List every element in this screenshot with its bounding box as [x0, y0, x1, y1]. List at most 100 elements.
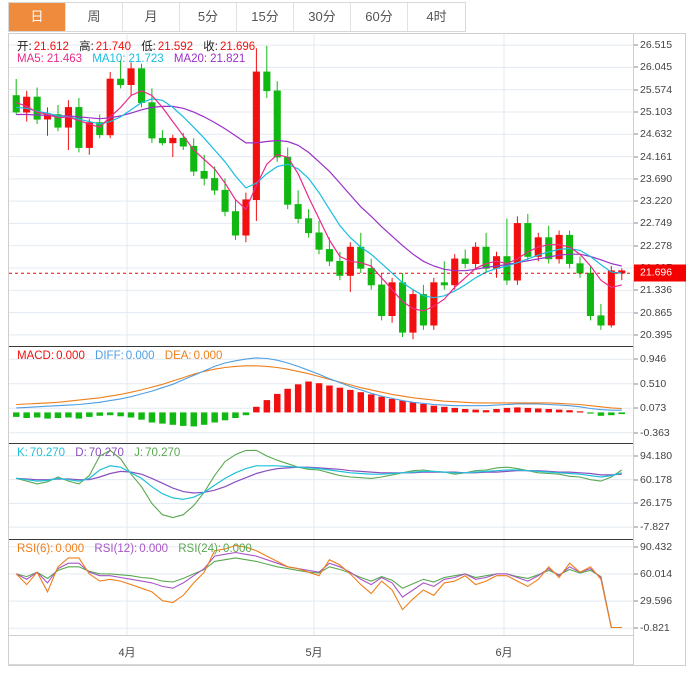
- close-value: 21.696: [219, 41, 256, 53]
- rsi-panel[interactable]: [9, 540, 633, 635]
- rsi24-label: RSI(24):: [178, 543, 222, 555]
- kdj-tick-label: 26.175: [640, 497, 673, 510]
- ma20-label: MA20:: [173, 53, 208, 65]
- price-tick-mark: [634, 245, 638, 247]
- rsi12-label: RSI(12):: [94, 543, 138, 555]
- macd-tick-label: -0.363: [640, 426, 670, 439]
- dea-label: DEA:: [164, 350, 192, 362]
- kdj-k-value: 70.270: [29, 447, 66, 459]
- kdj-j-value: 70.270: [145, 447, 181, 459]
- kdj-k-label: K:: [17, 447, 28, 459]
- price-tick-label: 23.220: [640, 195, 673, 208]
- price-tick-mark: [634, 156, 638, 158]
- price-tick-mark: [634, 312, 638, 314]
- price-tick-label: 22.749: [640, 217, 673, 230]
- ma10-value: 21.723: [128, 53, 164, 65]
- macd-canvas[interactable]: [9, 347, 633, 443]
- low-value: 21.592: [157, 41, 194, 53]
- price-tick-label: 25.574: [640, 83, 673, 96]
- high-value: 21.740: [95, 41, 131, 53]
- low-label: 低:: [141, 41, 156, 53]
- separator-price-macd: [9, 346, 685, 347]
- rsi6-label: RSI(6):: [17, 543, 54, 555]
- rsi-tick-label: 90.432: [640, 540, 673, 553]
- kdj-d-label: D:: [75, 447, 87, 459]
- open-label: 开:: [17, 41, 32, 53]
- price-legend-ohlc: 开: 21.612 高: 21.740 低: 21.592 收: 21.696: [17, 38, 262, 54]
- price-tick-mark: [634, 222, 638, 224]
- macd-label: MACD:: [17, 350, 55, 362]
- tab-30min[interactable]: 30分: [294, 3, 351, 31]
- rsi-canvas[interactable]: [9, 540, 633, 635]
- price-tick-label: 20.865: [640, 306, 673, 319]
- tab-5min[interactable]: 5分: [180, 3, 237, 31]
- tab-4hour[interactable]: 4时: [408, 3, 465, 31]
- kdj-tick-mark: [634, 455, 638, 457]
- price-tick-label: 26.515: [640, 39, 673, 52]
- price-tick-label: 22.278: [640, 239, 673, 252]
- macd-tick-mark: [634, 358, 638, 360]
- ma5-label: MA5:: [17, 53, 44, 65]
- diff-value: 0.000: [125, 350, 155, 362]
- price-panel[interactable]: [9, 34, 633, 346]
- rsi-tick-label: -0.821: [640, 622, 670, 635]
- kdj-tick-mark: [634, 502, 638, 504]
- tab-15min[interactable]: 15分: [237, 3, 294, 31]
- close-label: 收:: [203, 41, 218, 53]
- separator-kdj-rsi: [9, 539, 685, 540]
- kdj-legend: K: 70.270 D: 70.270 J: 70.270: [17, 447, 187, 459]
- dea-value: 0.000: [193, 350, 223, 362]
- candlestick-canvas[interactable]: [9, 34, 633, 346]
- macd-tick-mark: [634, 383, 638, 385]
- macd-legend: MACD: 0.000 DIFF: 0.000 DEA: 0.000: [17, 350, 229, 362]
- price-tick-mark: [634, 200, 638, 202]
- price-tick-mark: [634, 89, 638, 91]
- kdj-d-value: 70.270: [88, 447, 124, 459]
- kdj-canvas[interactable]: [9, 444, 633, 539]
- tab-week[interactable]: 周: [66, 3, 123, 31]
- macd-value: 0.000: [56, 350, 85, 362]
- tab-day[interactable]: 日: [9, 3, 66, 31]
- price-tick-label: 25.103: [640, 105, 673, 118]
- kdj-tick-label: 60.178: [640, 473, 673, 486]
- current-price-badge: 21.696: [634, 264, 686, 282]
- ma10-label: MA10:: [92, 53, 126, 65]
- price-tick-mark: [634, 44, 638, 46]
- rsi-tick-mark: [634, 600, 638, 602]
- kdj-tick-label: 94.180: [640, 449, 673, 462]
- rsi-tick-mark: [634, 573, 638, 575]
- macd-tick-label: 0.510: [640, 377, 667, 390]
- kdj-tick-mark: [634, 479, 638, 481]
- ma20-value: 21.821: [210, 53, 246, 65]
- rsi-tick-mark: [634, 627, 638, 629]
- macd-tick-mark: [634, 407, 638, 409]
- rsi12-value: 0.000: [139, 543, 169, 555]
- kdj-tick-mark: [634, 526, 638, 528]
- price-tick-label: 24.161: [640, 150, 673, 163]
- macd-tick-mark: [634, 432, 638, 434]
- tab-60min[interactable]: 60分: [351, 3, 408, 31]
- price-tick-mark: [634, 334, 638, 336]
- rsi-tick-label: 29.596: [640, 595, 673, 608]
- price-tick-mark: [634, 66, 638, 68]
- separator-macd-kdj: [9, 443, 685, 444]
- tab-month[interactable]: 月: [123, 3, 180, 31]
- macd-tick-label: 0.073: [640, 402, 667, 415]
- open-value: 21.612: [33, 41, 69, 53]
- ma5-value: 21.463: [46, 53, 83, 65]
- x-axis: 4月 5月 6月: [9, 635, 685, 665]
- macd-panel[interactable]: [9, 347, 633, 443]
- price-axis[interactable]: 26.515 26.045 25.574 25.103 24.632 24.161 23.6…: [633, 34, 686, 665]
- price-tick-label: 24.632: [640, 128, 673, 141]
- rsi6-value: 0.000: [55, 543, 85, 555]
- price-tick-mark: [634, 178, 638, 180]
- price-tick-label: 20.395: [640, 328, 673, 341]
- period-tabbar: 日 周 月 5分 15分 30分 60分 4时: [8, 2, 466, 32]
- kdj-panel[interactable]: [9, 444, 633, 539]
- rsi24-value: 0.000: [223, 543, 252, 555]
- x-label-may: 5月: [305, 647, 323, 659]
- macd-tick-label: 0.946: [640, 353, 667, 366]
- high-label: 高:: [79, 41, 94, 53]
- rsi-tick-label: 60.014: [640, 567, 673, 580]
